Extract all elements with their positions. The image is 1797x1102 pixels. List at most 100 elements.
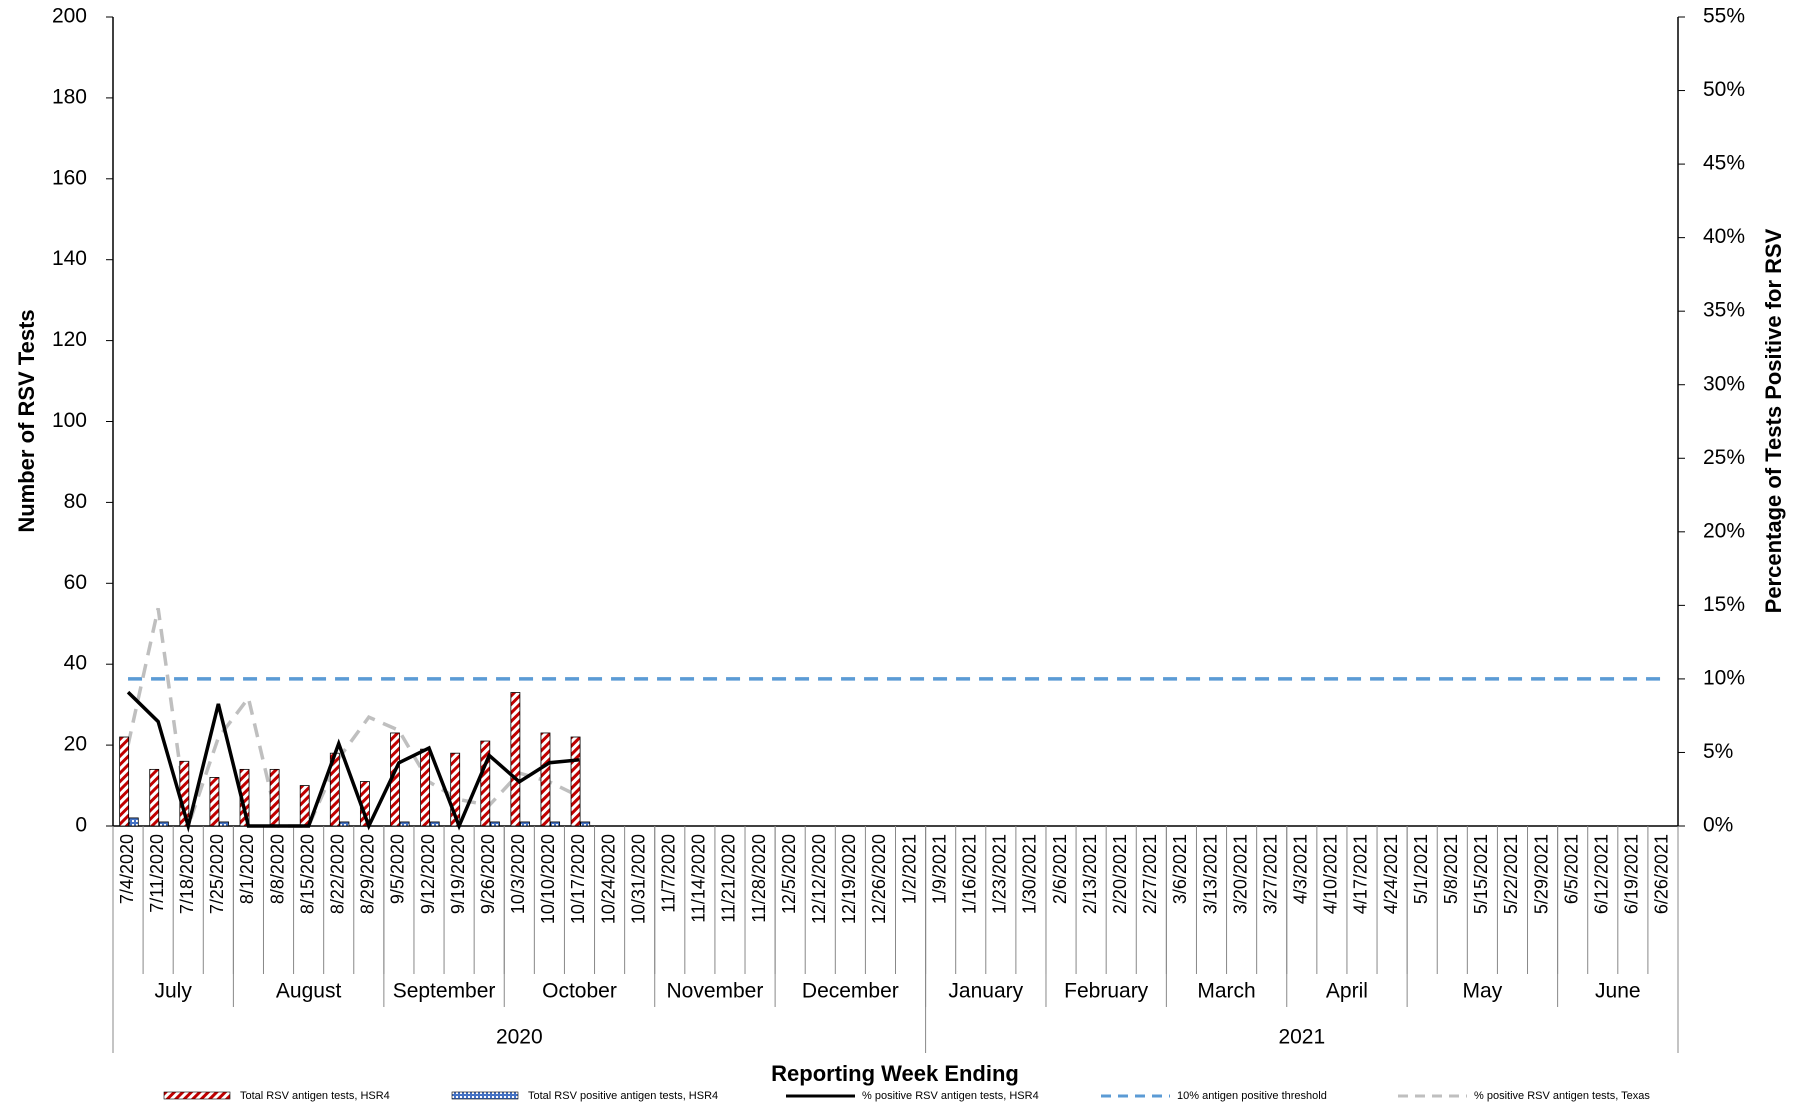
bar	[450, 752, 461, 827]
month-label: July	[155, 980, 193, 1003]
y-tick-label: 180	[52, 85, 87, 108]
y2-tick-label: 55%	[1703, 5, 1745, 28]
month-label: December	[802, 980, 899, 1003]
bar	[420, 748, 431, 827]
bar	[580, 821, 591, 827]
x-tick-label: 3/20/2021	[1230, 834, 1250, 914]
month-label: August	[276, 980, 342, 1003]
x-tick-label: 8/1/2020	[237, 834, 257, 904]
y-tick-label: 100	[52, 409, 87, 432]
y2-tick-label: 50%	[1703, 78, 1745, 101]
x-tick-label: 7/18/2020	[177, 834, 197, 914]
x-tick-label: 6/26/2021	[1652, 834, 1672, 914]
bar	[158, 821, 169, 827]
legend-label: Total RSV antigen tests, HSR4	[240, 1090, 390, 1102]
bar	[219, 821, 229, 827]
bar	[209, 777, 220, 827]
x-tick-label: 8/15/2020	[297, 834, 317, 914]
year-label: 2021	[1278, 1026, 1325, 1049]
month-label: February	[1064, 980, 1149, 1003]
x-tick-label: 5/1/2021	[1411, 834, 1431, 904]
x-tick-label: 10/31/2020	[628, 834, 648, 924]
x-tick-label: 1/16/2021	[959, 834, 979, 914]
x-tick-label: 11/14/2020	[689, 834, 709, 923]
x-tick-label: 1/30/2021	[1020, 834, 1040, 914]
x-tick-label: 5/15/2021	[1471, 834, 1491, 914]
x-tick-label: 4/17/2021	[1351, 834, 1371, 914]
month-label: April	[1326, 980, 1368, 1003]
bar	[429, 821, 440, 827]
x-tick-label: 7/25/2020	[207, 834, 227, 914]
y2-tick-label: 30%	[1703, 372, 1745, 395]
x-tick-label: 11/28/2020	[749, 834, 769, 923]
line	[126, 607, 581, 828]
y-tick-label: 200	[52, 5, 87, 28]
x-tick-label: 2/6/2021	[1050, 834, 1070, 904]
x-tick-label: 3/13/2021	[1200, 834, 1220, 914]
year-label: 2020	[496, 1026, 543, 1049]
bar	[299, 785, 310, 827]
bar	[149, 768, 160, 827]
month-label: January	[948, 980, 1023, 1003]
x-tick-label: 6/19/2021	[1622, 834, 1642, 914]
legend-swatch	[451, 1091, 519, 1100]
y-tick-label: 60	[64, 571, 87, 594]
x-axis-title: Reporting Week Ending	[771, 1061, 1019, 1086]
y-tick-label: 20	[64, 733, 87, 756]
month-label: March	[1197, 980, 1255, 1003]
x-tick-label: 5/29/2021	[1531, 834, 1551, 914]
y2-tick-label: 20%	[1703, 519, 1745, 542]
x-tick-label: 9/26/2020	[478, 834, 498, 914]
x-tick-label: 7/11/2020	[147, 834, 167, 913]
x-tick-label: 11/21/2020	[719, 834, 739, 923]
y-tick-label: 80	[64, 490, 87, 513]
x-tick-label: 4/24/2021	[1381, 834, 1401, 914]
bar	[119, 736, 130, 827]
bar	[550, 821, 561, 827]
x-tick-label: 9/5/2020	[388, 834, 408, 904]
x-tick-label: 1/2/2021	[899, 834, 919, 904]
y2-tick-label: 25%	[1703, 446, 1745, 469]
x-tick-label: 1/23/2021	[990, 834, 1010, 914]
x-tick-label: 2/27/2021	[1140, 834, 1160, 914]
x-tick-label: 6/12/2021	[1592, 834, 1612, 914]
x-tick-label: 8/29/2020	[358, 834, 378, 914]
y2-tick-label: 0%	[1703, 814, 1733, 837]
y-tick-label: 0	[75, 814, 87, 837]
y-tick-label: 140	[52, 247, 87, 270]
x-tick-label: 5/22/2021	[1501, 834, 1521, 914]
bar	[540, 732, 551, 827]
month-label: May	[1463, 980, 1503, 1003]
bar	[520, 821, 530, 827]
x-tick-label: 4/10/2021	[1321, 834, 1341, 914]
x-tick-label: 5/8/2021	[1441, 834, 1461, 904]
bar	[480, 740, 491, 827]
x-tick-label: 11/7/2020	[659, 834, 679, 913]
bar	[399, 821, 410, 827]
x-tick-label: 12/26/2020	[869, 834, 889, 924]
y2-tick-label: 35%	[1703, 299, 1745, 322]
x-tick-label: 9/12/2020	[418, 834, 438, 914]
legend-label: 10% antigen positive threshold	[1177, 1090, 1327, 1102]
y2-axis-title: Percentage of Tests Positive for RSV	[1761, 228, 1786, 613]
x-tick-label: 7/4/2020	[117, 834, 137, 904]
line	[126, 690, 580, 833]
y-tick-label: 120	[52, 328, 87, 351]
x-tick-label: 12/19/2020	[839, 834, 859, 924]
x-tick-label: 10/17/2020	[568, 834, 588, 924]
x-tick-label: 10/10/2020	[538, 834, 558, 924]
x-tick-label: 12/5/2020	[779, 834, 799, 914]
x-tick-label: 2/20/2021	[1110, 834, 1130, 914]
legend-label: Total RSV positive antigen tests, HSR4	[528, 1090, 718, 1102]
bar	[490, 821, 500, 827]
x-tick-label: 10/3/2020	[508, 834, 528, 914]
month-label: September	[393, 980, 496, 1003]
y2-tick-label: 40%	[1703, 225, 1745, 248]
x-tick-label: 8/8/2020	[267, 834, 287, 904]
x-tick-label: 8/22/2020	[327, 834, 347, 914]
y2-tick-label: 5%	[1703, 740, 1733, 763]
bar	[269, 768, 280, 827]
x-tick-label: 10/24/2020	[598, 834, 618, 924]
bar	[570, 736, 581, 827]
